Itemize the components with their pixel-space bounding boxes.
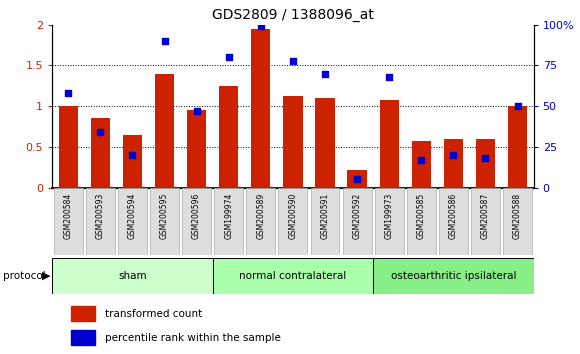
Text: GSM199973: GSM199973 — [385, 193, 394, 239]
Point — [481, 155, 490, 161]
Text: GSM200596: GSM200596 — [192, 193, 201, 239]
Bar — [508, 106, 527, 188]
Text: GSM199974: GSM199974 — [224, 193, 233, 239]
Point — [320, 71, 329, 76]
Point — [64, 90, 73, 96]
Text: GSM200585: GSM200585 — [417, 193, 426, 239]
Point — [385, 74, 394, 80]
Bar — [316, 98, 335, 188]
Text: GSM200584: GSM200584 — [64, 193, 72, 239]
Point — [288, 58, 298, 63]
FancyBboxPatch shape — [407, 188, 436, 255]
Point — [96, 130, 105, 135]
FancyBboxPatch shape — [213, 258, 373, 294]
Bar — [251, 29, 270, 188]
Bar — [476, 139, 495, 188]
Text: percentile rank within the sample: percentile rank within the sample — [104, 332, 280, 343]
Bar — [71, 306, 95, 321]
Text: GSM200591: GSM200591 — [321, 193, 329, 239]
FancyBboxPatch shape — [86, 188, 115, 255]
Bar — [444, 139, 463, 188]
Point — [256, 24, 266, 29]
FancyBboxPatch shape — [310, 188, 339, 255]
FancyBboxPatch shape — [343, 188, 372, 255]
Bar — [379, 100, 399, 188]
Point — [224, 55, 233, 60]
FancyBboxPatch shape — [471, 188, 500, 255]
Bar — [123, 135, 142, 188]
FancyBboxPatch shape — [182, 188, 211, 255]
FancyBboxPatch shape — [503, 188, 532, 255]
Point — [416, 157, 426, 163]
Bar — [90, 118, 110, 188]
Text: GSM200594: GSM200594 — [128, 193, 137, 239]
FancyBboxPatch shape — [118, 188, 147, 255]
Text: normal contralateral: normal contralateral — [240, 271, 346, 281]
Text: protocol: protocol — [3, 271, 46, 281]
FancyBboxPatch shape — [150, 188, 179, 255]
FancyBboxPatch shape — [52, 258, 213, 294]
Title: GDS2809 / 1388096_at: GDS2809 / 1388096_at — [212, 8, 374, 22]
Point — [513, 103, 522, 109]
Bar — [219, 86, 238, 188]
Bar — [412, 141, 431, 188]
Text: GSM200592: GSM200592 — [353, 193, 361, 239]
FancyBboxPatch shape — [214, 188, 243, 255]
Bar — [187, 110, 206, 188]
Text: GSM200595: GSM200595 — [160, 193, 169, 239]
Text: osteoarthritic ipsilateral: osteoarthritic ipsilateral — [390, 271, 516, 281]
Text: ▶: ▶ — [42, 271, 51, 281]
Text: GSM200587: GSM200587 — [481, 193, 490, 239]
FancyBboxPatch shape — [54, 188, 83, 255]
Bar — [59, 106, 78, 188]
Text: sham: sham — [118, 271, 147, 281]
Bar — [155, 74, 174, 188]
FancyBboxPatch shape — [439, 188, 468, 255]
FancyBboxPatch shape — [373, 258, 534, 294]
Text: transformed count: transformed count — [104, 309, 202, 319]
Text: GSM200586: GSM200586 — [449, 193, 458, 239]
Point — [353, 177, 362, 182]
Point — [449, 152, 458, 158]
FancyBboxPatch shape — [246, 188, 276, 255]
FancyBboxPatch shape — [375, 188, 404, 255]
Point — [192, 108, 201, 114]
Text: GSM200589: GSM200589 — [256, 193, 265, 239]
Text: GSM200588: GSM200588 — [513, 193, 522, 239]
Bar — [347, 170, 367, 188]
Text: GSM200590: GSM200590 — [288, 193, 298, 239]
Bar — [283, 96, 303, 188]
Point — [128, 152, 137, 158]
Point — [160, 38, 169, 44]
Text: GSM200593: GSM200593 — [96, 193, 105, 239]
Bar — [71, 330, 95, 345]
FancyBboxPatch shape — [278, 188, 307, 255]
